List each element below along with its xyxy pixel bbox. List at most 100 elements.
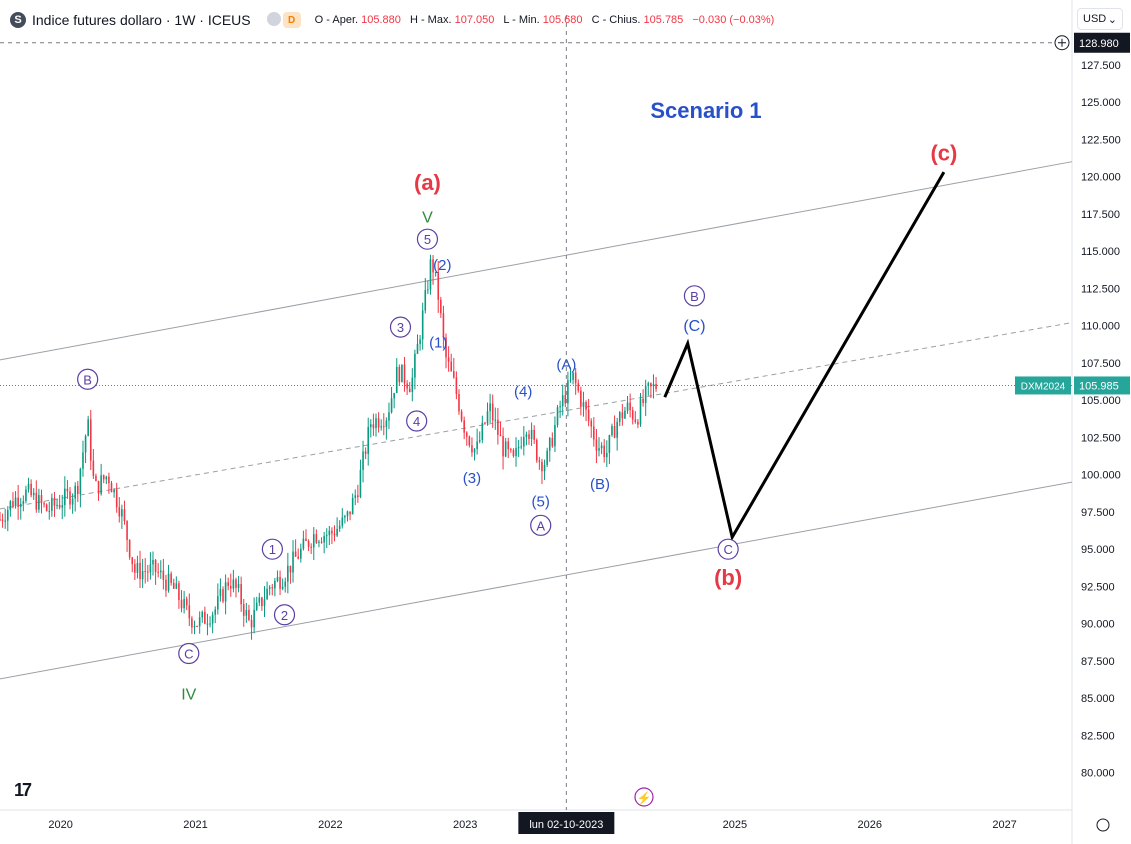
candle-body — [323, 536, 325, 543]
channel-line — [0, 322, 1073, 510]
candle-body — [292, 551, 294, 573]
candle-body — [229, 585, 232, 589]
candle-body — [193, 625, 196, 628]
wave-label-circle — [406, 410, 428, 432]
candle-body — [297, 556, 300, 559]
candle-body — [502, 436, 504, 457]
candle-body — [183, 598, 185, 609]
candle-body — [639, 398, 642, 425]
wave-label-circle — [273, 604, 296, 626]
candle-body — [460, 411, 463, 421]
candle-body — [204, 611, 206, 624]
y-tick-label: 110.000 — [1081, 321, 1120, 333]
candle-body — [572, 372, 574, 380]
ohlc-high-value: 107.050 — [454, 14, 495, 26]
channel-line — [0, 161, 1073, 361]
candle-body — [650, 383, 652, 387]
y-tick-label: 90.000 — [1081, 619, 1115, 631]
candle-body — [95, 475, 97, 481]
candle-body — [465, 432, 468, 437]
candle-body — [512, 449, 515, 457]
candle-body — [559, 406, 561, 408]
candle-body — [255, 602, 258, 610]
candle-body — [43, 503, 45, 505]
candle-body — [478, 439, 481, 442]
candle-body — [447, 357, 450, 362]
candle-body — [406, 383, 408, 389]
candle-body — [393, 393, 395, 399]
candle-body — [458, 394, 460, 412]
y-tick-label: 87.500 — [1081, 656, 1115, 668]
candle-body — [528, 434, 530, 440]
candle-body — [32, 492, 35, 496]
symbol-icon[interactable]: S — [10, 12, 26, 28]
candle-body — [631, 410, 634, 420]
candle-body — [561, 395, 564, 407]
candle-body — [385, 420, 388, 427]
candle-body — [416, 343, 419, 354]
candle-body — [616, 421, 618, 438]
candle-body — [370, 424, 372, 427]
candle-body — [442, 313, 445, 338]
wave-label: (b) — [714, 565, 742, 590]
candle-body — [258, 597, 261, 603]
candle-body — [655, 384, 657, 389]
candle-body — [312, 534, 315, 548]
ohlc-close-value: 105.785 — [643, 14, 684, 26]
candle-body — [333, 533, 336, 536]
candle-body — [626, 402, 629, 411]
candle-body — [543, 465, 546, 472]
candle-body — [344, 516, 346, 518]
candle-body — [362, 451, 364, 470]
symbol-title[interactable]: Indice futures dollaro · 1W · ICEUS — [32, 12, 251, 28]
candle-body — [481, 422, 484, 440]
candle-body — [517, 447, 520, 449]
candle-body — [567, 380, 569, 404]
candle-body — [61, 505, 64, 508]
candle-body — [242, 604, 245, 616]
wave-label: (B) — [590, 476, 610, 493]
wave-label: (1) — [429, 334, 447, 351]
candle-body — [128, 540, 131, 558]
candle-body — [248, 610, 250, 620]
candle-body — [401, 364, 403, 383]
candle-body — [637, 421, 639, 425]
y-tick-label: 97.500 — [1081, 507, 1115, 519]
candle-body — [19, 503, 22, 507]
candle-body — [134, 564, 136, 573]
candle-body — [419, 339, 421, 344]
candlestick-series — [0, 254, 657, 640]
candle-body — [87, 419, 89, 437]
tradingview-logo-icon[interactable]: 17 — [14, 780, 32, 800]
y-tick-label: 127.500 — [1081, 60, 1121, 72]
candle-body — [608, 435, 611, 453]
crosshair-x-tag — [518, 812, 615, 834]
candle-body — [432, 259, 434, 273]
candle-body — [520, 446, 523, 448]
wave-label-circle — [178, 642, 200, 665]
market-status[interactable]: D — [266, 12, 301, 28]
candle-body — [263, 599, 266, 607]
chart-header: S Indice futures dollaro · 1W · ICEUS D … — [10, 10, 780, 30]
candle-body — [538, 460, 541, 462]
candle-body — [281, 586, 284, 589]
candle-body — [30, 483, 32, 496]
wave-label: B — [690, 289, 699, 304]
y-tick-label: 82.500 — [1081, 730, 1115, 742]
wave-label: 3 — [397, 320, 404, 335]
candle-body — [48, 510, 51, 512]
candle-body — [147, 571, 149, 573]
last-price-label: 105.985 — [1079, 380, 1119, 392]
currency-selector[interactable]: USD ⌄ — [1077, 8, 1123, 30]
wave-label-circle — [389, 316, 412, 338]
candle-body — [341, 517, 344, 526]
candle-body — [486, 411, 489, 424]
candle-body — [398, 366, 401, 383]
candle-body — [89, 419, 92, 461]
candle-body — [27, 483, 30, 490]
candle-body — [118, 507, 121, 517]
candle-body — [603, 445, 605, 458]
candle-body — [66, 488, 69, 492]
candle-body — [64, 488, 66, 506]
